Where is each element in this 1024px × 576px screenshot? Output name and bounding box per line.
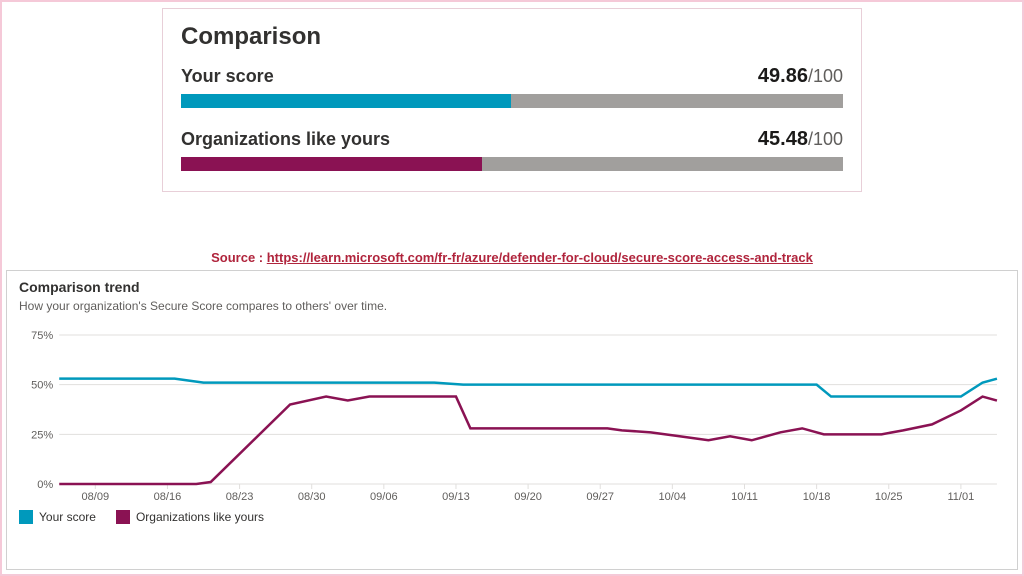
bar-fill-your	[181, 94, 511, 108]
legend: Your score Organizations like yours	[19, 510, 1005, 524]
bar-track-your	[181, 94, 843, 108]
source-link[interactable]: https://learn.microsoft.com/fr-fr/azure/…	[267, 250, 813, 265]
svg-text:10/11: 10/11	[731, 491, 758, 503]
svg-text:50%: 50%	[31, 380, 53, 392]
svg-text:25%: 25%	[31, 429, 53, 441]
legend-label-orgs: Organizations like yours	[136, 510, 264, 524]
svg-text:0%: 0%	[37, 479, 53, 491]
svg-text:09/20: 09/20	[514, 491, 542, 503]
score-value-orgs: 45.48/100	[758, 128, 843, 151]
svg-text:08/23: 08/23	[226, 491, 254, 503]
legend-label-your: Your score	[39, 510, 96, 524]
score-label-your: Your score	[181, 66, 274, 87]
score-row-your: Your score 49.86/100	[181, 65, 843, 88]
svg-text:10/25: 10/25	[875, 491, 903, 503]
svg-text:09/06: 09/06	[370, 491, 398, 503]
svg-text:11/01: 11/01	[947, 491, 974, 503]
svg-text:10/18: 10/18	[803, 491, 831, 503]
svg-text:09/13: 09/13	[442, 491, 470, 503]
trend-panel: Comparison trend How your organization's…	[6, 270, 1018, 570]
source-line: Source : https://learn.microsoft.com/fr-…	[2, 250, 1022, 265]
svg-text:75%: 75%	[31, 330, 53, 342]
trend-subtitle: How your organization's Secure Score com…	[19, 299, 1005, 313]
score-value-your: 49.86/100	[758, 65, 843, 88]
svg-text:08/16: 08/16	[154, 491, 182, 503]
source-prefix: Source :	[211, 250, 267, 265]
comparison-card: Comparison Your score 49.86/100 Organiza…	[162, 8, 862, 192]
legend-swatch-orgs	[116, 510, 130, 524]
svg-text:08/30: 08/30	[298, 491, 326, 503]
bar-track-orgs	[181, 157, 843, 171]
score-label-orgs: Organizations like yours	[181, 129, 390, 150]
trend-title: Comparison trend	[19, 279, 1005, 295]
legend-swatch-your	[19, 510, 33, 524]
svg-text:08/09: 08/09	[81, 491, 109, 503]
legend-item-orgs: Organizations like yours	[116, 510, 264, 524]
legend-item-your: Your score	[19, 510, 96, 524]
trend-chart: 0% 25% 50% 75% 08/09 08/16 08/23 08/30 09/06 09/1…	[19, 321, 1005, 506]
bar-fill-orgs	[181, 157, 482, 171]
svg-text:09/27: 09/27	[586, 491, 614, 503]
svg-text:10/04: 10/04	[659, 491, 687, 503]
score-row-orgs: Organizations like yours 45.48/100	[181, 128, 843, 151]
comparison-title: Comparison	[181, 23, 843, 51]
